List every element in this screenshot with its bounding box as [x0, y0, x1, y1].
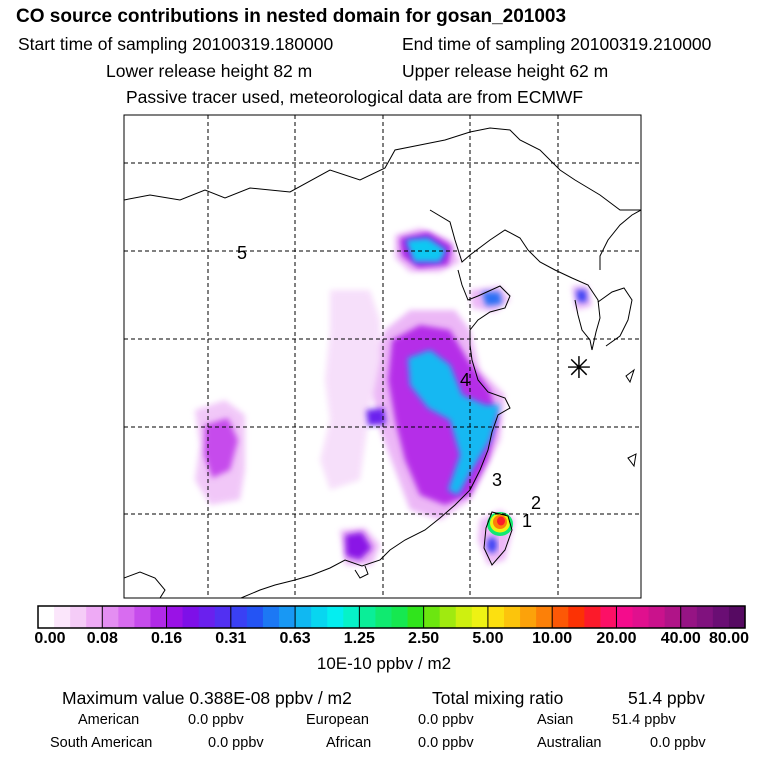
region-name-australian: Australian	[537, 735, 602, 751]
colorbar-tick: 5.00	[472, 630, 504, 647]
colorbar-tick: 20.00	[596, 630, 637, 647]
lat-lon-grid	[124, 115, 641, 598]
region-name-asian: Asian	[537, 712, 574, 728]
info-line: Passive tracer used, meteorological data…	[126, 87, 584, 107]
lower-release-height: Lower release height 82 m	[106, 61, 313, 81]
region-label-3: 3	[492, 470, 502, 490]
plume-mid-south	[345, 532, 372, 560]
region-label-1: 1	[522, 511, 532, 531]
plume-mid-center	[366, 408, 386, 426]
plume-core-shandong	[482, 292, 502, 306]
colorbar-tick: 0.16	[150, 630, 183, 647]
region-value-european: 0.0 ppbv	[418, 712, 474, 728]
upper-release-height: Upper release height 62 m	[402, 61, 609, 81]
total-mixing-label: Total mixing ratio	[432, 688, 564, 708]
region-value-american: 0.0 ppbv	[188, 712, 244, 728]
map-frame	[123, 114, 642, 599]
region-label-5: 5	[237, 243, 247, 263]
plume-core-north	[406, 238, 446, 262]
total-mixing-value: 51.4 ppbv	[628, 688, 705, 708]
chart-title: CO source contributions in nested domain…	[16, 6, 567, 27]
colorbar-tick: 0.08	[86, 630, 118, 647]
plume-mid-west	[204, 418, 238, 478]
taiwan-hotspot	[487, 512, 513, 553]
plume-layer	[124, 115, 641, 598]
region-name-american: American	[78, 712, 140, 728]
receptor-marker: ✳	[566, 351, 591, 386]
colorbar-tick: 0.00	[34, 630, 66, 647]
region-label-4: 4	[460, 370, 470, 390]
region-name-south-american: South American	[50, 735, 153, 751]
region-name-african: African	[326, 735, 372, 751]
plume-halo-center	[320, 290, 380, 490]
colorbar-tick: 10.00	[532, 630, 573, 647]
colorbar-tick: 2.50	[408, 630, 440, 647]
maximum-value: Maximum value 0.388E-08 ppbv / m2	[62, 688, 352, 708]
colorbar-tick: 1.25	[343, 630, 375, 647]
region-value-asian: 51.4 ppbv	[612, 712, 676, 728]
colorbar-tick: 0.31	[215, 630, 247, 647]
colorbar-tick: 0.63	[279, 630, 311, 647]
region-value-australian: 0.0 ppbv	[650, 735, 706, 751]
region-value-south-american: 0.0 ppbv	[208, 735, 264, 751]
contribution-map: ✳ 1 2 3 4 5	[123, 114, 642, 599]
region-value-african: 0.0 ppbv	[418, 735, 474, 751]
region-label-2: 2	[531, 493, 541, 513]
colorbar-tick: 80.00	[708, 630, 750, 647]
region-name-european: European	[306, 712, 369, 728]
plume-core-korea	[576, 290, 587, 302]
colorbar-tick: 40.00	[660, 630, 701, 647]
end-time-label: End time of sampling 20100319.210000	[402, 34, 712, 54]
plume-core-main	[408, 350, 500, 495]
start-time-label: Start time of sampling 20100319.180000	[18, 34, 334, 54]
colorbar-unit: 10E-10 ppbv / m2	[316, 654, 452, 673]
